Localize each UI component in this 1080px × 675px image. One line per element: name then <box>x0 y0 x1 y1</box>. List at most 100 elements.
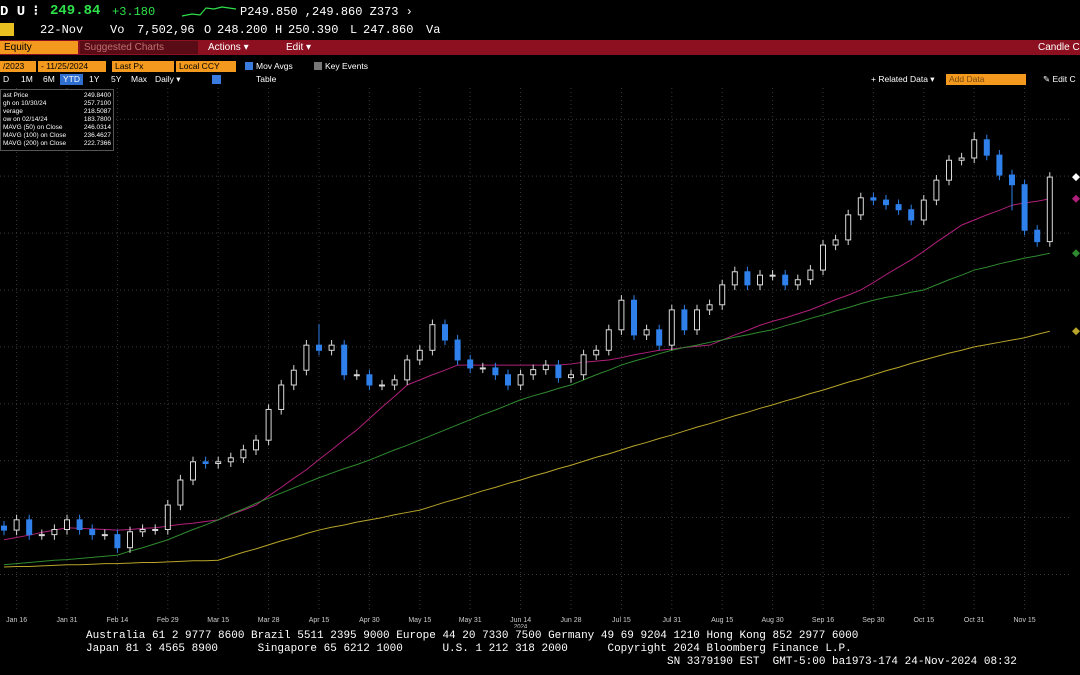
related-data[interactable]: + Related Data ▾ <box>871 74 935 84</box>
period-button[interactable]: 5Y <box>111 74 122 84</box>
candle-body <box>580 354 587 376</box>
checkbox[interactable] <box>245 62 253 70</box>
edit-menu[interactable]: Edit ▾ <box>286 42 312 53</box>
last-marker <box>1072 173 1080 182</box>
candle-body <box>832 239 839 246</box>
period-button[interactable]: 1M <box>21 74 33 84</box>
x-tick-label: Feb 14 <box>107 617 129 624</box>
candle-body <box>101 534 108 537</box>
candle-body <box>13 519 20 531</box>
x-tick-label: Mar 15 <box>207 617 229 624</box>
candle-body <box>958 157 965 161</box>
candle-body <box>38 534 45 537</box>
candle-body <box>1009 174 1015 186</box>
candle-body <box>870 197 877 201</box>
stat-value: 236.4627 <box>83 132 111 139</box>
candle-body <box>656 329 663 346</box>
table-button[interactable]: Table <box>256 74 277 84</box>
x-tick-label: Apr 15 <box>309 617 330 624</box>
footer-line: Australia 61 2 9777 8600 Brazil 5511 239… <box>86 630 859 642</box>
toolbar <box>0 40 1080 55</box>
stat-row: gh on 10/30/24 257.7100 <box>1 100 113 108</box>
candle-body <box>114 534 121 549</box>
stat-value: 257.7100 <box>83 100 111 107</box>
x-tick-label: Aug 15 <box>711 617 733 624</box>
x-tick-label: Apr 30 <box>359 617 380 624</box>
candle-body <box>643 329 650 336</box>
candle-body <box>555 364 562 379</box>
candle-body <box>190 461 196 481</box>
candle-body <box>89 529 96 536</box>
frequency[interactable]: Daily ▾ <box>155 74 181 84</box>
candle-body <box>215 461 222 465</box>
period-button[interactable]: 1Y <box>89 74 100 84</box>
quote-field: Vo <box>110 23 125 37</box>
period-button[interactable]: Max <box>131 74 148 84</box>
candle-body <box>253 439 259 451</box>
stats-box: ast Price 249.8400 gh on 10/30/24 257.7100 v… <box>0 89 114 151</box>
candle-body <box>593 349 600 356</box>
candle-body <box>895 204 902 211</box>
ma-marker <box>1072 249 1080 258</box>
candle-body <box>51 529 58 536</box>
candle-body <box>845 214 852 241</box>
candle-body <box>492 367 499 376</box>
candle-body <box>820 244 826 271</box>
currency[interactable]: Local CCY <box>176 61 236 72</box>
period-button[interactable]: 6M <box>43 74 55 84</box>
quote-field: Va <box>426 23 441 37</box>
candle-body <box>1046 176 1053 243</box>
candle-body <box>429 324 436 351</box>
stat-label: MAVG (100) on Close <box>3 132 67 139</box>
stat-value: 222.7366 <box>83 140 111 147</box>
candle-body <box>668 309 675 346</box>
ma-marker <box>1072 194 1080 203</box>
edit-chart[interactable]: ✎ Edit C <box>1043 74 1076 84</box>
stat-row: MAVG (50) on Close 246.0314 <box>1 124 113 132</box>
candle-body <box>328 344 335 351</box>
mov-avgs[interactable]: Mov Avgs <box>256 61 293 71</box>
candle-body <box>1 525 7 531</box>
candle-body <box>996 154 1003 176</box>
candle-body <box>618 299 625 331</box>
period-button[interactable]: YTD <box>60 74 83 85</box>
candle-body <box>467 359 474 369</box>
checkbox[interactable] <box>314 62 322 70</box>
candle-body <box>303 344 310 371</box>
candle-body <box>908 209 915 221</box>
stat-row: MAVG (200) on Close 222.7366 <box>1 140 113 148</box>
period-button[interactable]: D <box>3 74 10 84</box>
candle-body <box>26 519 33 536</box>
stat-value: 183.7800 <box>83 116 111 123</box>
end-date[interactable]: - 11/25/2024 <box>38 61 106 72</box>
price-field[interactable]: Last Px <box>112 61 174 72</box>
start-date[interactable]: /2023 <box>0 61 36 72</box>
footer-line: Japan 81 3 4565 8900 Singapore 65 6212 1… <box>86 643 852 655</box>
candle-body <box>1021 184 1028 231</box>
candle-body <box>505 374 511 386</box>
stat-label: MAVG (50) on Close <box>3 124 63 131</box>
chart-icon[interactable] <box>212 75 221 84</box>
stat-value: 218.5087 <box>83 108 111 115</box>
equity-tab[interactable]: Equity <box>0 41 78 54</box>
year-label: 2024 <box>514 625 528 628</box>
actions-menu[interactable]: Actions ▾ <box>208 42 249 53</box>
quote-field: H <box>275 23 283 37</box>
chart-type[interactable]: Candle C <box>1038 42 1080 53</box>
x-tick-label: May 15 <box>408 617 431 624</box>
candle-body <box>631 299 637 336</box>
suggested-charts[interactable]: Suggested Charts <box>80 41 198 54</box>
x-tick-label: Jun 28 <box>560 617 581 624</box>
key-events[interactable]: Key Events <box>325 61 368 71</box>
candle-body <box>933 179 940 201</box>
candle-body <box>857 197 864 216</box>
stat-label: ow on 02/14/24 <box>3 116 48 123</box>
candle-body <box>416 349 423 361</box>
x-tick-label: Oct 31 <box>964 617 985 624</box>
yellow-icon <box>0 23 14 36</box>
stat-label: MAVG (200) on Close <box>3 140 67 147</box>
add-data[interactable]: Add Data <box>946 74 1026 85</box>
candle-body <box>719 284 726 306</box>
candle-body <box>316 344 322 351</box>
